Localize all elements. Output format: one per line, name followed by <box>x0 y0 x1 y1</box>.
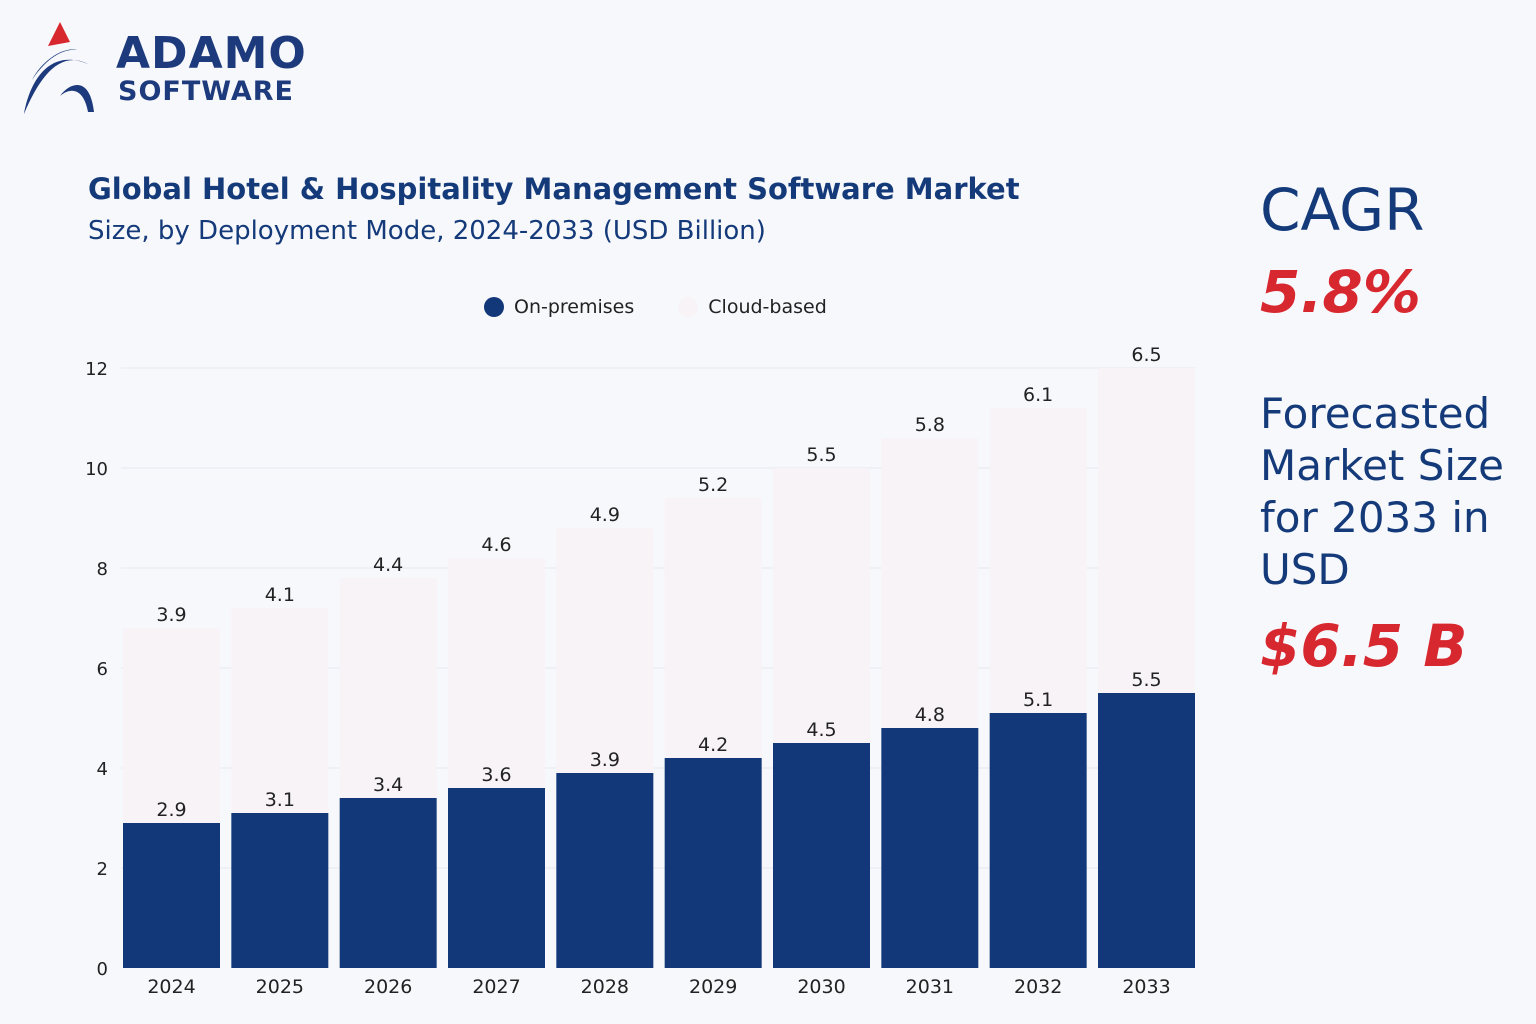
data-label-cloud-based: 3.9 <box>156 604 186 626</box>
data-label-cloud-based: 4.4 <box>373 554 403 576</box>
data-label-on-premises: 2.9 <box>156 799 186 821</box>
data-label-on-premises: 4.2 <box>698 734 728 756</box>
x-tick-label: 2028 <box>581 976 629 998</box>
bar-on-premises <box>231 813 329 968</box>
bar-on-premises <box>123 823 220 968</box>
chart-subtitle: Size, by Deployment Mode, 2024-2033 (USD… <box>88 216 766 246</box>
data-label-cloud-based: 4.6 <box>481 534 511 556</box>
data-label-on-premises: 3.1 <box>265 789 295 811</box>
y-tick-label: 10 <box>85 459 108 480</box>
data-label-cloud-based: 5.2 <box>698 474 728 496</box>
bar-on-premises <box>664 758 762 968</box>
bar-on-premises <box>556 773 654 968</box>
legend-label-cloud-based: Cloud-based <box>708 296 827 318</box>
data-label-cloud-based: 5.5 <box>806 444 836 466</box>
data-label-on-premises: 4.8 <box>915 704 945 726</box>
legend-label-on-premises: On-premises <box>514 296 635 318</box>
data-label-on-premises: 4.5 <box>806 719 836 741</box>
x-tick-label: 2031 <box>906 976 954 998</box>
bar-cloud-based <box>989 408 1087 713</box>
bar-cloud-based <box>881 438 979 728</box>
logo-subtext: SOFTWARE <box>118 76 294 107</box>
bar-on-premises <box>1098 693 1195 968</box>
data-label-on-premises: 5.1 <box>1023 689 1053 711</box>
chart-title: Global Hotel & Hospitality Management So… <box>88 172 1020 206</box>
data-label-on-premises: 3.6 <box>481 764 511 786</box>
logo-text: ADAMO <box>116 28 307 79</box>
legend-swatch-cloud-based <box>678 297 699 317</box>
y-tick-label: 0 <box>97 959 108 980</box>
data-label-cloud-based: 4.1 <box>265 584 295 606</box>
legend: On-premises Cloud-based <box>484 296 827 318</box>
y-tick-label: 12 <box>85 359 108 380</box>
bar-cloud-based <box>664 498 762 758</box>
bar-cloud-based <box>123 628 220 823</box>
bar-cloud-based <box>556 528 654 773</box>
data-label-cloud-based: 6.1 <box>1023 384 1053 406</box>
x-tick-label: 2025 <box>256 976 304 998</box>
legend-swatch-on-premises <box>484 297 504 317</box>
bar-on-premises <box>989 713 1087 968</box>
x-tick-label: 2029 <box>689 976 737 998</box>
x-tick-label: 2026 <box>364 976 412 998</box>
bar-cloud-based <box>773 468 870 743</box>
bar-on-premises <box>881 728 979 968</box>
bar-on-premises <box>339 798 437 968</box>
logo-mark <box>24 22 94 114</box>
bar-cloud-based <box>339 578 437 798</box>
data-label-on-premises: 5.5 <box>1131 669 1161 691</box>
y-tick-label: 8 <box>97 559 108 580</box>
y-tick-label: 4 <box>97 759 108 780</box>
bar-on-premises <box>448 788 545 968</box>
y-tick-label: 2 <box>97 859 108 880</box>
forecast-value: $6.5 B <box>1260 612 1468 680</box>
cagr-value: 5.8% <box>1260 258 1421 326</box>
bar-cloud-based <box>231 608 329 813</box>
y-tick-label: 6 <box>97 659 108 680</box>
data-label-cloud-based: 4.9 <box>590 504 620 526</box>
cagr-label: CAGR <box>1260 176 1425 244</box>
x-tick-label: 2030 <box>797 976 845 998</box>
bar-cloud-based <box>448 558 545 788</box>
x-tick-label: 2027 <box>472 976 520 998</box>
x-tick-label: 2024 <box>147 976 195 998</box>
data-label-on-premises: 3.4 <box>373 774 403 796</box>
data-label-on-premises: 3.9 <box>590 749 620 771</box>
forecast-label: Forecasted Market Size for 2033 in USD <box>1260 389 1504 594</box>
bar-cloud-based <box>1098 368 1195 693</box>
x-tick-label: 2033 <box>1122 976 1170 998</box>
data-label-cloud-based: 5.8 <box>915 414 945 436</box>
data-label-cloud-based: 6.5 <box>1131 344 1161 366</box>
x-tick-label: 2032 <box>1014 976 1062 998</box>
bar-on-premises <box>773 743 870 968</box>
